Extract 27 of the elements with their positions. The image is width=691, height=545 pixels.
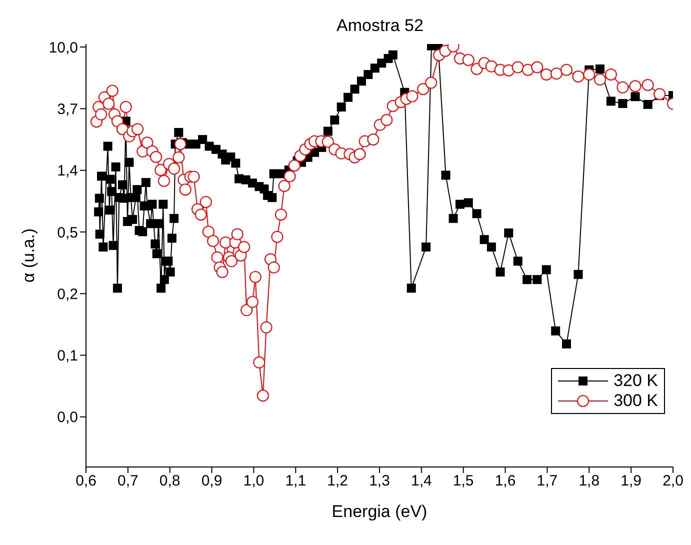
legend-label: 300 K [614, 391, 658, 411]
x-tick-label: 0,7 [118, 472, 138, 490]
chart-title: Amostra 52 [336, 16, 424, 36]
y-tick-label: 0,0 [57, 409, 78, 426]
x-tick-label: 1,7 [536, 472, 558, 490]
x-tick-label: 0,9 [201, 472, 222, 490]
y-axis-title: α (u.a.) [19, 228, 38, 283]
x-tick-label: 1,3 [369, 472, 390, 490]
y-tick-label: 0,1 [57, 348, 78, 365]
x-axis-title: Energia (eV) [332, 502, 428, 521]
x-tick-label: 1,9 [620, 472, 642, 490]
x-tick-label: 0,6 [76, 472, 96, 490]
x-tick-label: 1,8 [578, 472, 600, 490]
y-tick-label: 10,0 [48, 39, 78, 56]
x-tick-label: 0,8 [159, 472, 180, 490]
y-tick-label: 0,5 [57, 224, 78, 242]
y-tick-label: 1,4 [57, 162, 78, 180]
x-tick-label: 2,0 [662, 472, 684, 490]
x-tick-label: 1,2 [327, 472, 348, 490]
x-tick-label: 1,5 [452, 472, 474, 490]
x-tick-label: 1,1 [285, 472, 306, 490]
y-tick-label: 3,7 [57, 100, 78, 118]
legend-label: 320 K [614, 371, 658, 391]
x-tick-label: 1,4 [411, 472, 432, 490]
x-tick-label: 1,0 [243, 472, 264, 490]
y-tick-label: 0,2 [57, 286, 78, 303]
x-tick-label: 1,6 [494, 472, 516, 490]
